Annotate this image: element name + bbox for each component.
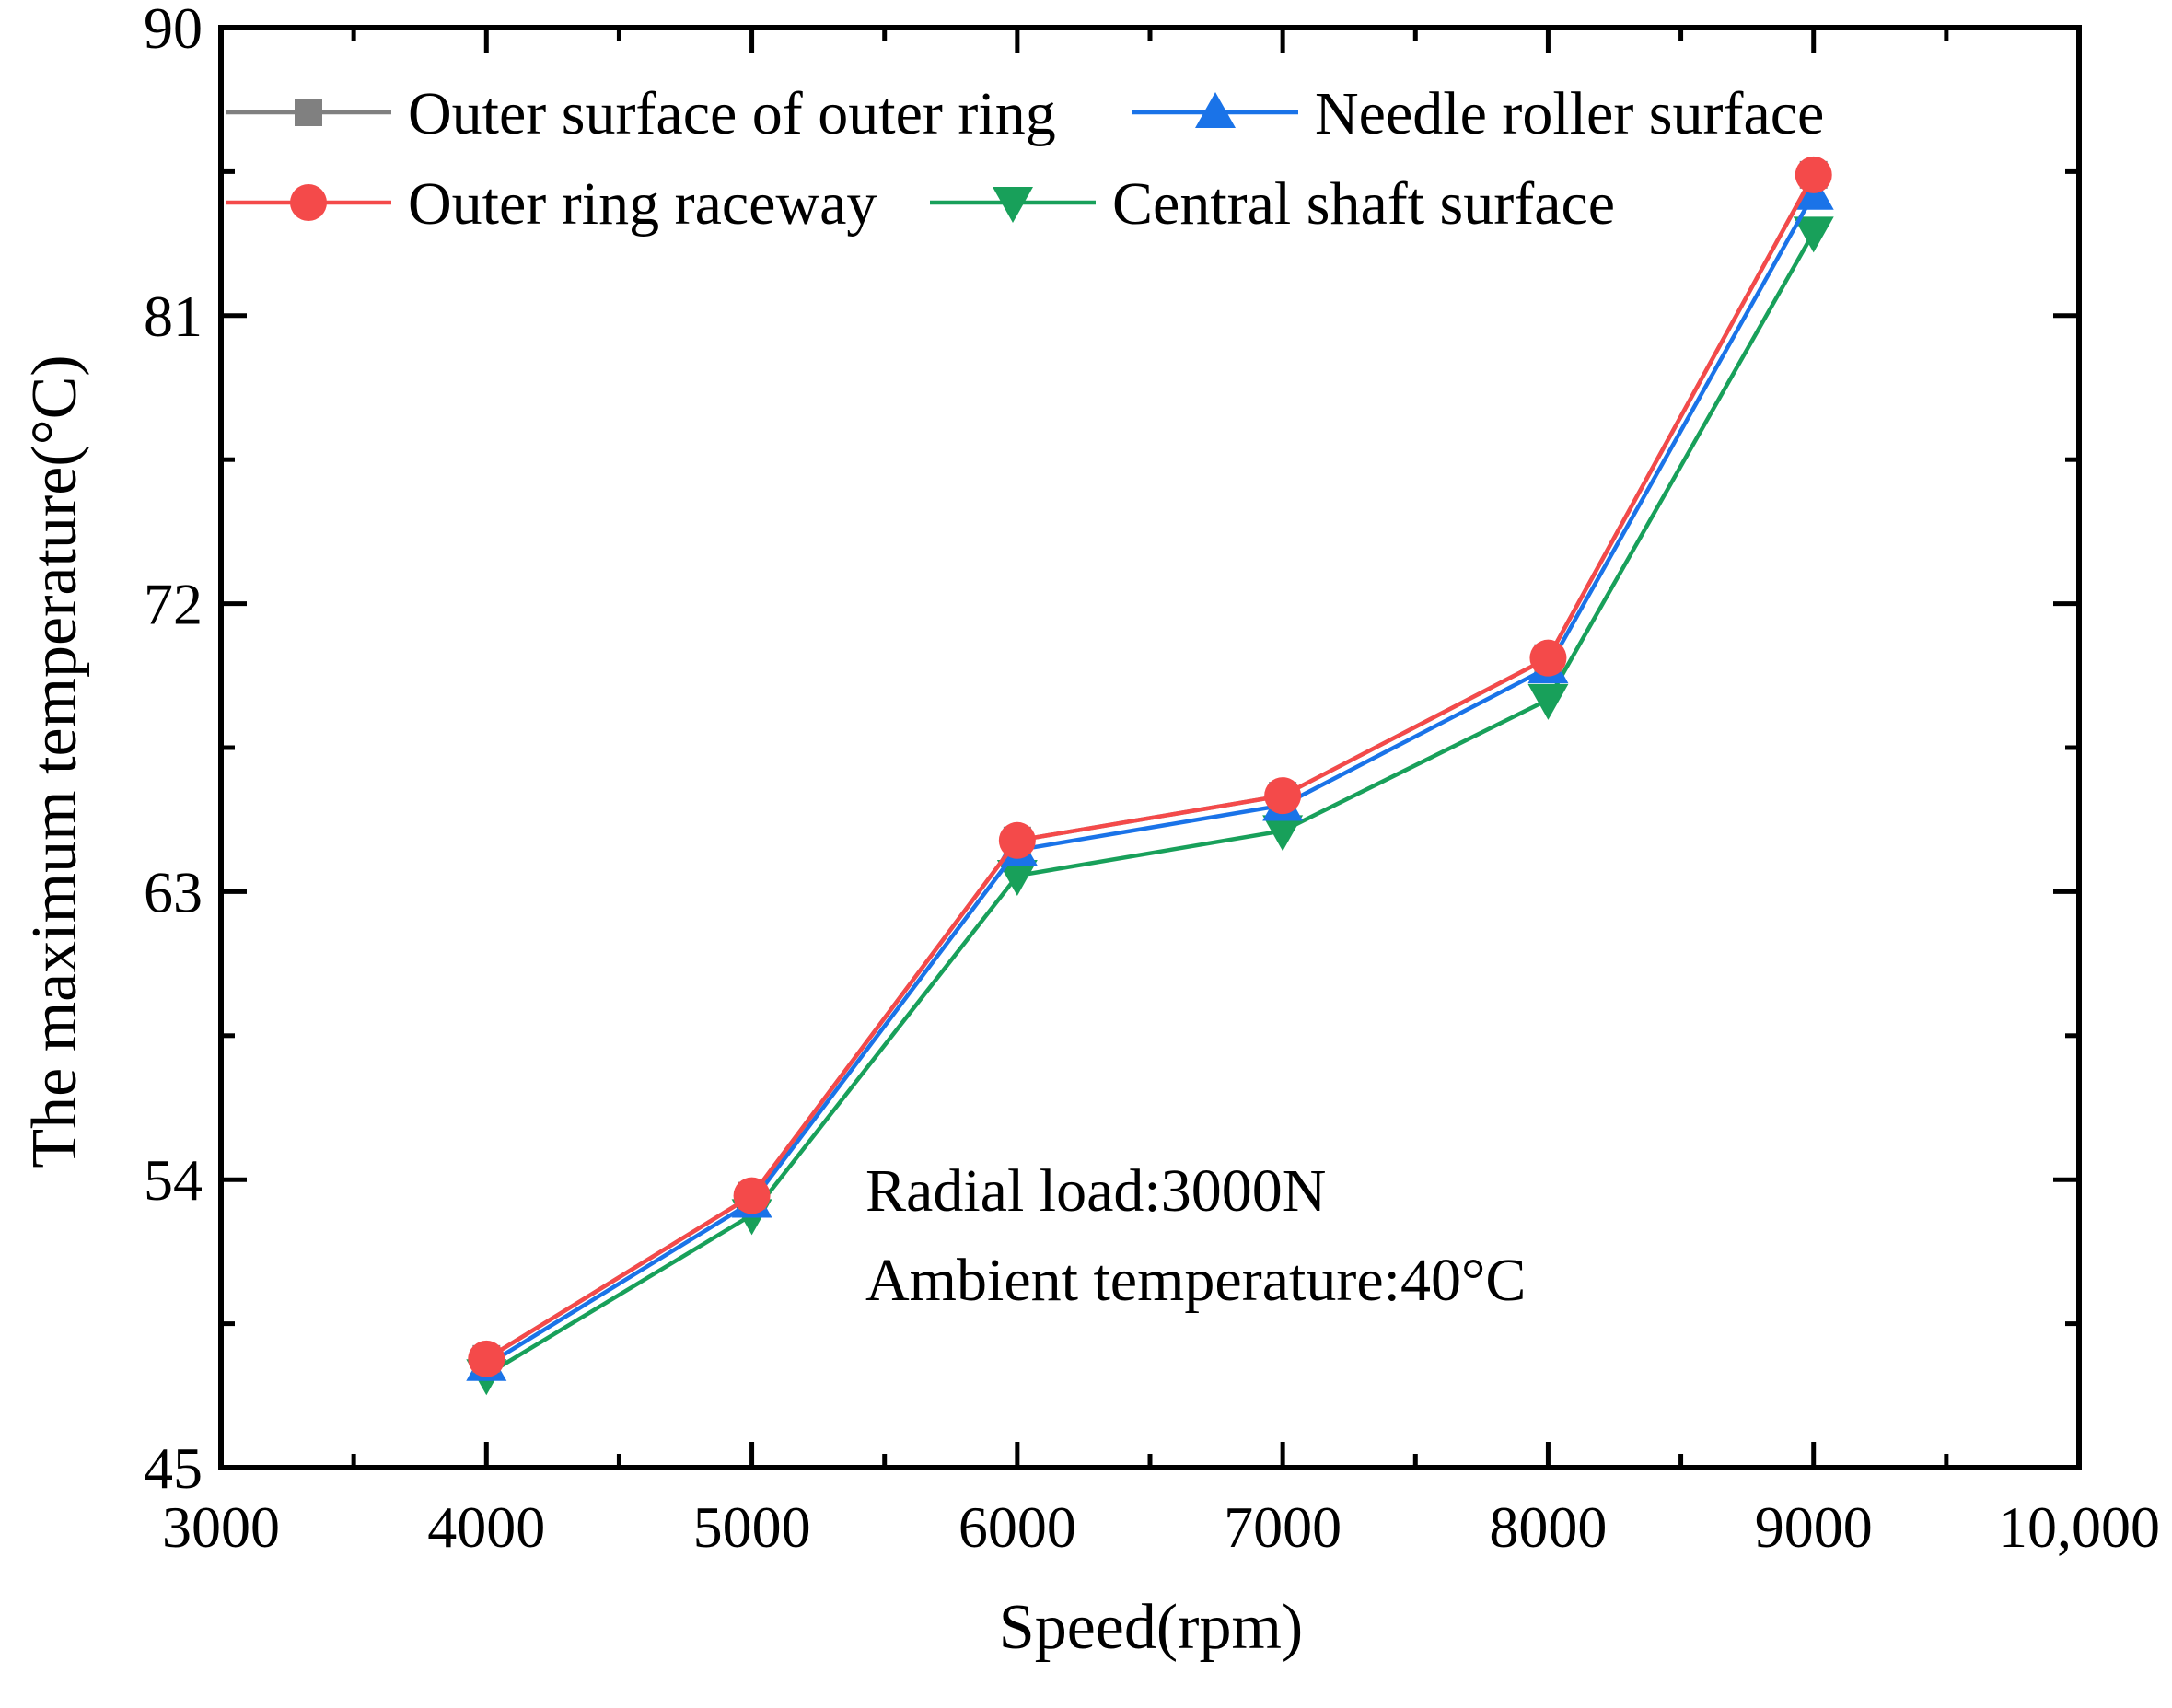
ticks-layer: [218, 25, 2082, 1470]
data-point-marker: [468, 1340, 505, 1377]
x-tick-label: 6000: [958, 1494, 1076, 1560]
data-point-marker: [996, 860, 1038, 897]
y-tick-label: 81: [144, 284, 203, 349]
legend-entry: Central shaft surface: [930, 170, 1615, 238]
data-point-marker: [1527, 683, 1569, 720]
legend-label: Needle roller surface: [1315, 80, 1824, 147]
series-line: [485, 173, 1816, 1361]
x-tick-label: 7000: [1224, 1494, 1342, 1560]
x-tick-label: 5000: [693, 1494, 811, 1560]
legend-swatch-marker: [1195, 92, 1236, 128]
legend-label: Outer ring raceway: [408, 170, 877, 238]
y-tick-label: 45: [144, 1435, 203, 1501]
y-tick-label: 54: [144, 1147, 203, 1213]
data-point-marker: [998, 821, 1036, 859]
x-tick-label: 8000: [1489, 1494, 1607, 1560]
series-line: [485, 231, 1816, 1377]
legend-label: Central shaft surface: [1112, 170, 1615, 238]
y-tick-label: 72: [144, 572, 203, 637]
series-outer-ring-raceway: [468, 156, 1832, 1377]
legend-swatch-marker: [993, 187, 1033, 223]
legend: Outer surface of outer ring Outer ring ra…: [226, 80, 1824, 238]
y-tick-label: 63: [144, 859, 203, 924]
y-axis-title: The maximum temperature(°C): [19, 354, 90, 1168]
x-tick-label: 4000: [427, 1494, 545, 1560]
x-tick-label: 10,000: [1998, 1494, 2160, 1560]
series-layer: [466, 156, 1834, 1396]
x-tick-label: 3000: [162, 1494, 280, 1560]
data-point-marker: [1264, 777, 1302, 815]
legend-entry: Needle roller surface: [1132, 80, 1824, 147]
legend-swatch-marker: [295, 99, 322, 126]
y-tick-label: 90: [144, 0, 203, 61]
data-point-marker: [1793, 216, 1834, 253]
tick-labels-layer: 3000 4000 5000 6000 7000 8000 9000 10,000 45 54 63…: [144, 0, 2160, 1560]
data-point-marker: [1795, 156, 1832, 193]
legend-entry: Outer surface of outer ring: [226, 80, 1056, 147]
data-point-marker: [1262, 815, 1304, 852]
x-tick-label: 9000: [1755, 1494, 1873, 1560]
annotation-radial-load: Radial load:3000N: [865, 1157, 1326, 1225]
legend-swatch-marker: [290, 184, 327, 221]
legend-entry: Outer ring raceway: [226, 170, 877, 238]
legend-label: Outer surface of outer ring: [408, 80, 1056, 147]
annotation-ambient-temperature: Ambient temperature:40°C: [865, 1247, 1526, 1314]
x-axis-title: Speed(rpm): [999, 1592, 1303, 1663]
data-point-marker: [1529, 639, 1567, 677]
data-point-marker: [733, 1177, 771, 1214]
series-line: [485, 192, 1816, 1367]
